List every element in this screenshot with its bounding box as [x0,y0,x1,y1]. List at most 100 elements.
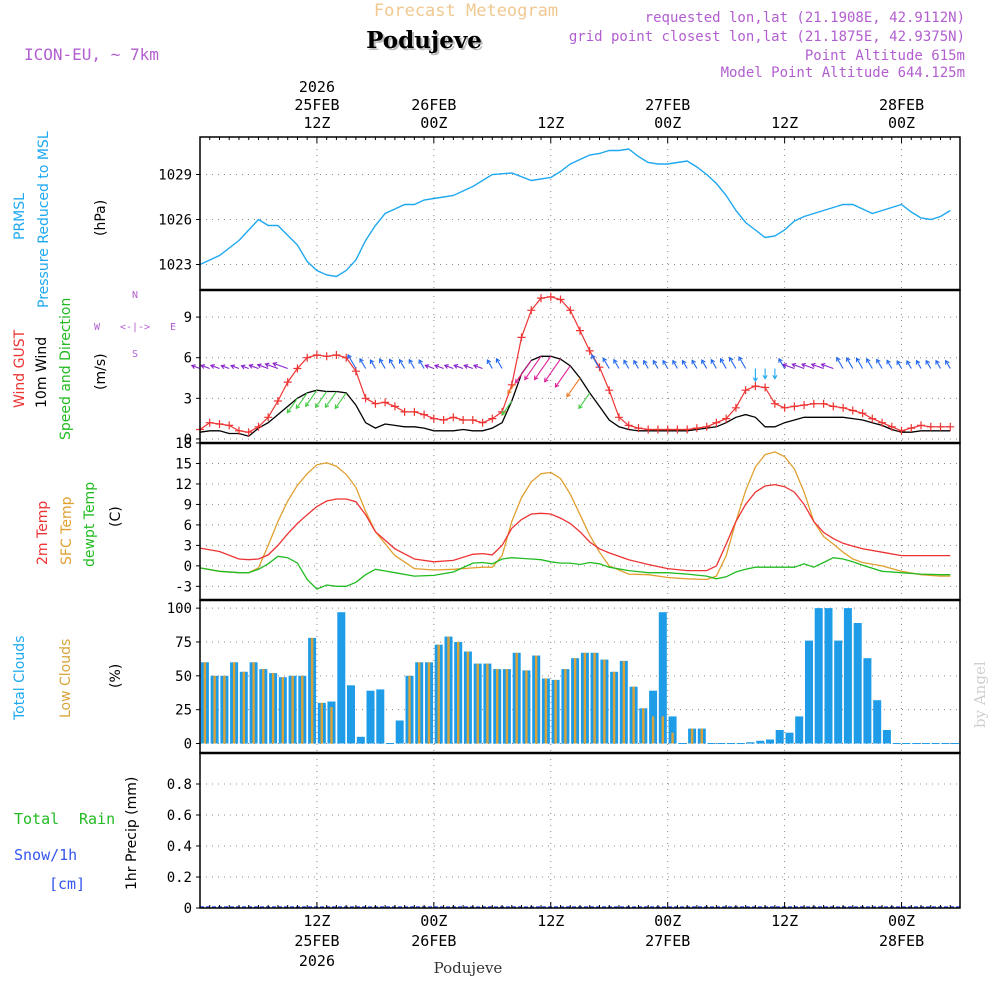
total-cloud-bar [756,740,765,744]
wind-arrow-head [295,404,301,410]
y-tick-label: -3 [175,579,192,595]
gust-marker [293,364,302,373]
time-label-bottom: 25FEB [294,932,339,950]
wind-arrow-head [672,359,677,365]
total-cloud-bar [395,720,404,744]
gust-marker [527,306,536,315]
wind-arrow-head [578,404,583,410]
wind-arrow-head [453,363,459,369]
low-cloud-bar [271,673,275,744]
gust-marker [361,394,370,403]
wind-arrow [778,358,786,369]
wind-arrow [324,391,337,408]
total-cloud-bar [775,730,784,744]
total-cloud-bar [658,612,667,744]
y-tick-label: 0.8 [167,777,192,793]
wind-arrow [524,356,542,380]
y-tick-label: 6 [184,351,192,367]
y-tick-label: 9 [184,497,192,513]
wind-arrow [578,392,591,409]
model-label: ICON-EU, ~ 7km [24,45,159,64]
precip-panel-labels: Total Rain Snow/1h [cm] 1hr Precip (mm) [14,777,140,893]
wind-arrow [836,357,844,369]
low-cloud-bar [593,652,596,744]
time-label-bottom: 28FEB [879,932,924,950]
gust-marker [235,426,243,435]
gust-marker [722,414,731,423]
wind-arrow [347,354,357,369]
wind-arrow-head [772,375,778,380]
gust-marker [624,421,633,430]
wind-arrow [221,365,230,370]
axis-layer: 1023102610290369-30369121518025507510000… [158,78,961,970]
wind-arrow [286,398,298,413]
wind-arrow [257,364,269,370]
wind-arrow [945,360,951,369]
gust-marker [790,402,799,411]
wind-arrow-head [256,363,262,369]
low-cloud-bar [310,637,314,744]
wind10m-line [199,355,951,437]
wind-arrow [866,358,873,369]
wind-arrow-head [424,364,430,369]
wind-arrow-head [836,356,841,362]
total-cloud-bar [376,689,385,744]
total-cloud-bar [347,685,355,744]
wind-arrow-head [514,378,520,384]
y-tick-label: 6 [184,518,192,534]
gust-marker [488,414,497,423]
gust-marker [351,367,360,376]
gust-marker [858,409,867,418]
wind-arrow-head [633,359,638,365]
wind-arrow [418,359,425,369]
y-tick-label: 12 [175,477,192,493]
temp-dewpt-label: dewpt Temp [82,482,98,567]
gust-marker [566,306,575,315]
gust-marker [400,407,409,416]
model-altitude: Model Point Altitude 644.125m [721,65,965,81]
precip-unit: 1hr Precip (mm) [124,777,140,890]
wind-arrow-head [544,377,549,383]
gust-marker [225,421,234,430]
low-cloud-bar [486,663,489,744]
total-cloud-bar [853,623,862,744]
wind-arrow-head [719,357,725,363]
wind-arrow-head [248,363,254,369]
time-label-top: 25FEB [294,96,339,114]
wind-arrow-head [501,410,507,416]
wind-arrow-head [566,392,571,398]
wind-arrow-head [369,359,375,365]
precip-total-label: Total [14,810,59,828]
wind-arrow-head [264,362,270,368]
time-label-bottom: 12Z [537,912,564,930]
low-cloud-bar [632,686,635,744]
wind-arrow [906,360,912,369]
wind-arrow [682,360,688,369]
gust-marker [653,425,662,434]
wind-arrow [334,392,347,409]
time-label-bottom: 12Z [771,912,798,930]
gust-marker [439,416,448,424]
wind-compass: N W E S <-|-> [94,290,176,360]
watermark: by Angel [971,661,989,728]
wind-arrow [534,356,552,380]
wind-arrow-head [643,359,648,365]
time-label-top: 2026 [299,78,335,96]
wind-arrow [720,358,727,369]
wind-arrow [389,359,396,369]
wind-arrow-head [810,362,816,368]
wind-arrow [710,359,717,369]
wind-arrow-head [691,359,696,365]
wind-arrow-head [613,358,618,364]
wind-arrow [230,365,240,370]
gust-marker [254,422,263,431]
y-tick-label: 0 [184,432,192,448]
wind-arrow-head [486,359,492,365]
low-cloud-bar [437,644,440,744]
low-cloud-bar [281,677,284,744]
y-tick-label: 1026 [158,213,192,229]
gust-marker [517,333,526,342]
wind-arrow [652,360,659,369]
time-label-top: 28FEB [879,96,924,114]
wind-arrow-head [272,361,278,367]
